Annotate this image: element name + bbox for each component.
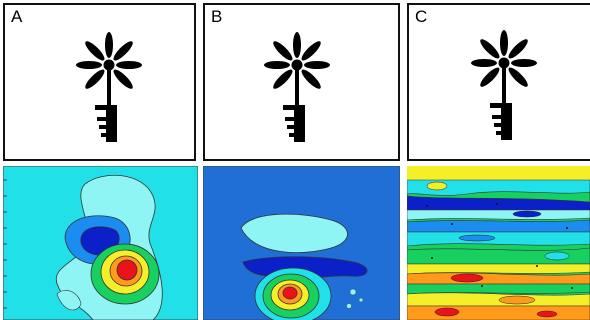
- contour-map-a: [3, 166, 198, 320]
- panel-c-drawing: C: [407, 3, 590, 161]
- flower-pot-drawing-b: [264, 32, 330, 142]
- flower-pot-drawing-a: [76, 32, 142, 142]
- contour-map-c: [407, 166, 590, 320]
- panel-label-c: C: [415, 7, 428, 26]
- contour-svg-b: [203, 166, 400, 320]
- contour-svg-a: [3, 166, 198, 320]
- panel-a-drawing: A: [3, 3, 196, 161]
- panel-b-drawing: B: [203, 3, 400, 161]
- contour-svg-c: [407, 166, 590, 320]
- contour-map-b: [203, 166, 400, 320]
- flower-pot-drawing-c: [471, 30, 537, 140]
- panel-label-a: A: [11, 7, 23, 26]
- panel-label-b: B: [211, 7, 223, 26]
